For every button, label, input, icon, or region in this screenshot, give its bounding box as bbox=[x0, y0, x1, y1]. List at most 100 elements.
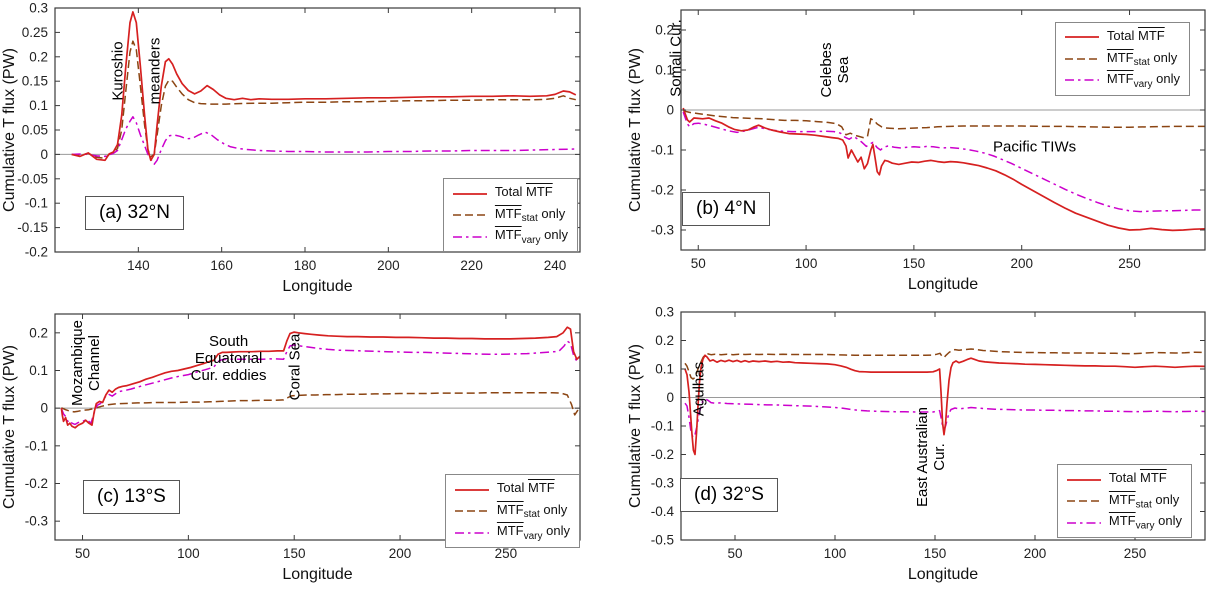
legend-row-total: Total MTF bbox=[452, 184, 568, 203]
legend-label-suffix: only bbox=[1151, 491, 1180, 507]
x-axis-label: Longitude bbox=[908, 276, 978, 293]
legend-label-suffix: only bbox=[1154, 513, 1182, 529]
panel-32n: 140 160 180 200 220 240 -0.2 -0.15 -0.1 -0.05 0 0.0… bbox=[0, 0, 592, 296]
legend-label-overline: MTF bbox=[1137, 28, 1165, 43]
legend-label-subscript: vary bbox=[1135, 521, 1155, 532]
x-tick-label: 50 bbox=[75, 546, 90, 561]
y-tick-label: -0.1 bbox=[25, 438, 48, 453]
panel-label: (a) 32°N bbox=[85, 196, 184, 230]
series-total-line bbox=[71, 11, 577, 162]
panel-4n: 50 100 150 200 250 -0.3 -0.2 -0.1 0 0.1 0.2 Longitu… bbox=[592, 0, 1213, 296]
chart-b: 50 100 150 200 250 -0.3 -0.2 -0.1 0 0.1 0.2 Longitu… bbox=[651, 9, 1206, 293]
y-axis-label: Cumulative T flux (PW) bbox=[1, 48, 18, 212]
legend-label-overline: MTF bbox=[525, 184, 553, 200]
y-tick-label: 0.1 bbox=[29, 98, 48, 113]
legend-row-vary: MTFvary only bbox=[452, 227, 568, 246]
legend-row-stat: MTFstat only bbox=[452, 206, 568, 225]
legend-line-sample-total bbox=[1066, 478, 1101, 481]
annotation-line: Mozambique bbox=[69, 320, 86, 406]
x-tick-label: 200 bbox=[389, 546, 412, 561]
legend-line-sample-stat bbox=[1066, 500, 1101, 502]
legend-line-sample-total bbox=[1064, 36, 1099, 39]
legend-label: MTFstat only bbox=[1107, 50, 1177, 69]
legend-row-total: Total MTF bbox=[1064, 28, 1180, 47]
y-tick-label: -0.3 bbox=[25, 514, 48, 529]
legend-label-suffix: only bbox=[540, 227, 568, 243]
x-tick-label: 150 bbox=[283, 546, 306, 561]
y-axis-label: Cumulative T flux (PW) bbox=[627, 48, 644, 212]
annotation: Kuroshio bbox=[109, 41, 127, 101]
series-total-line bbox=[60, 326, 581, 429]
y-tick-label: -0.1 bbox=[651, 419, 674, 434]
legend-label-suffix: only bbox=[1149, 49, 1178, 65]
legend-line-sample-stat bbox=[1064, 58, 1099, 60]
x-tick-label: 150 bbox=[903, 256, 926, 271]
legend-label-prefix: Total bbox=[496, 480, 528, 496]
legend-label-subscript: stat bbox=[1133, 57, 1150, 69]
series-vary-line bbox=[71, 116, 576, 165]
legend-label-subscript: vary bbox=[521, 235, 541, 246]
annotation: Celebes Sea bbox=[818, 42, 854, 98]
annotation: South Equatorial Cur. eddies bbox=[191, 332, 267, 384]
y-tick-label: 0.2 bbox=[29, 325, 48, 340]
legend-row-stat: MTFstat only bbox=[1064, 50, 1180, 69]
annotation-line: South bbox=[208, 332, 249, 350]
legend-label-overline: MTF bbox=[496, 523, 524, 539]
x-tick-label: 100 bbox=[824, 546, 847, 561]
y-axis-label: Cumulative T flux (PW) bbox=[1, 345, 18, 509]
series-vary-line bbox=[60, 340, 581, 426]
legend-row-total: Total MTF bbox=[454, 480, 570, 499]
legend-row-vary: MTFvary only bbox=[1066, 513, 1182, 532]
y-tick-label: -0.2 bbox=[651, 447, 674, 462]
legend-label: MTFstat only bbox=[497, 502, 567, 521]
y-tick-label: 0.15 bbox=[22, 74, 48, 89]
y-tick-label: 0.3 bbox=[29, 1, 48, 16]
legend: Total MTF MTFstat only MTFvary only bbox=[444, 474, 580, 548]
y-tick-label: 0.2 bbox=[655, 23, 674, 38]
legend-label: MTFstat only bbox=[495, 206, 565, 225]
y-tick-label: -0.4 bbox=[651, 504, 675, 519]
legend-label: MTFstat only bbox=[1109, 492, 1179, 511]
legend-label-overline: MTF bbox=[527, 480, 555, 496]
legend-label-subscript: vary bbox=[523, 531, 543, 542]
series-total-line bbox=[684, 354, 1206, 456]
y-tick-label: -0.2 bbox=[651, 183, 674, 198]
x-axis-label: Longitude bbox=[908, 566, 978, 583]
chart-a: 140 160 180 200 220 240 -0.2 -0.15 -0.1 -0.05 0 0.0… bbox=[17, 1, 581, 295]
annotation: Coral Sea bbox=[286, 333, 304, 401]
legend-label-overline: MTF bbox=[1108, 513, 1136, 529]
x-tick-label: 100 bbox=[177, 546, 200, 561]
y-tick-label: 0.2 bbox=[29, 49, 48, 64]
x-tick-label: 150 bbox=[924, 546, 947, 561]
legend-label-subscript: stat bbox=[523, 509, 540, 521]
series-total-line bbox=[682, 107, 1206, 232]
x-tick-label: 200 bbox=[1010, 256, 1033, 271]
y-tick-label: -0.3 bbox=[651, 223, 674, 238]
legend: Total MTF MTFstat only MTFvary only bbox=[1054, 22, 1190, 96]
x-tick-label: 200 bbox=[377, 258, 400, 273]
annotation: East Australian Cur. bbox=[914, 407, 949, 507]
series-stat-line bbox=[71, 40, 576, 160]
x-axis-label: Longitude bbox=[282, 566, 352, 583]
legend-row-stat: MTFstat only bbox=[454, 502, 570, 521]
series-stat-line bbox=[61, 391, 581, 416]
legend-line-sample-vary bbox=[454, 531, 489, 534]
legend-row-vary: MTFvary only bbox=[454, 523, 570, 542]
legend: Total MTF MTFstat only MTFvary only bbox=[442, 178, 578, 252]
legend-line-sample-vary bbox=[1066, 521, 1101, 524]
annotation-line: Celebes bbox=[818, 42, 836, 98]
x-tick-label: 250 bbox=[495, 546, 518, 561]
legend-line-sample-vary bbox=[1064, 79, 1099, 82]
series-vary-line bbox=[682, 111, 1205, 213]
legend-label: Total MTF bbox=[1109, 470, 1167, 489]
y-tick-label: -0.5 bbox=[651, 533, 674, 548]
annotation-line: Equatorial bbox=[194, 349, 263, 367]
legend-label: MTFvary only bbox=[495, 227, 568, 246]
legend-line-sample-vary bbox=[452, 235, 487, 238]
y-tick-label: 0.3 bbox=[655, 305, 674, 320]
y-tick-label: -0.2 bbox=[25, 245, 48, 260]
annotation-line: Sea bbox=[835, 56, 853, 84]
panel-32s: 50 100 150 200 250 -0.5 -0.4 -0.3 -0.2 -0.1 0 0.1 0.… bbox=[592, 296, 1213, 592]
annotation: Somali Cur. bbox=[667, 19, 685, 97]
